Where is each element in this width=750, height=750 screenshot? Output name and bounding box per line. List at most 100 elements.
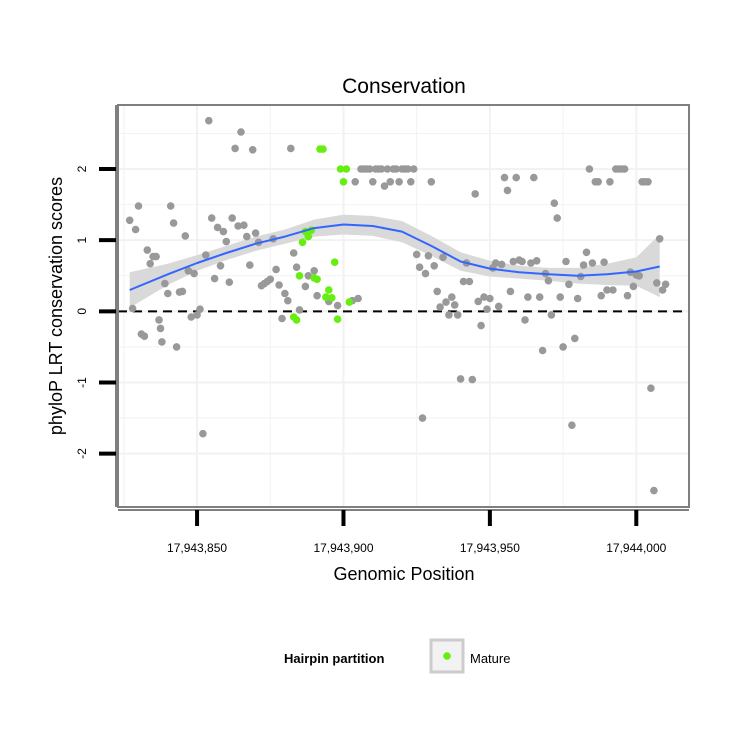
point-other-148 xyxy=(589,259,597,267)
point-other-159 xyxy=(621,165,629,173)
point-other-102 xyxy=(454,311,462,319)
plot-panel xyxy=(118,105,689,507)
point-other-42 xyxy=(246,261,254,269)
point-other-135 xyxy=(551,199,559,207)
x-axis-title: Genomic Position xyxy=(333,564,474,584)
point-other-79 xyxy=(387,178,395,186)
point-other-55 xyxy=(284,297,292,305)
point-mature-13 xyxy=(328,294,336,302)
point-other-145 xyxy=(580,261,588,269)
point-other-59 xyxy=(296,306,304,314)
point-other-117 xyxy=(498,261,506,269)
point-other-122 xyxy=(512,174,520,182)
point-other-41 xyxy=(243,233,251,241)
point-other-33 xyxy=(220,228,228,236)
point-other-68 xyxy=(354,295,362,303)
point-other-143 xyxy=(574,295,582,303)
legend-mature-dot xyxy=(443,652,451,660)
point-other-126 xyxy=(524,293,532,301)
point-other-28 xyxy=(205,117,213,125)
point-other-139 xyxy=(562,258,570,266)
point-other-30 xyxy=(211,275,219,283)
legend-title: Hairpin partition xyxy=(284,651,384,666)
point-other-120 xyxy=(507,288,515,296)
point-other-17 xyxy=(173,343,181,351)
point-other-58 xyxy=(293,263,301,271)
point-other-9 xyxy=(152,253,160,261)
point-other-16 xyxy=(170,219,178,227)
legend: Hairpin partition Mature xyxy=(284,640,510,672)
point-other-142 xyxy=(571,335,579,343)
point-other-116 xyxy=(495,303,503,311)
point-mature-14 xyxy=(331,258,339,266)
y-tick-label-4: 2 xyxy=(75,165,89,172)
point-other-146 xyxy=(583,249,591,257)
point-other-63 xyxy=(313,292,321,300)
point-other-167 xyxy=(644,178,652,186)
point-other-90 xyxy=(419,414,427,422)
point-other-7 xyxy=(146,260,154,268)
point-other-108 xyxy=(471,190,479,198)
point-other-160 xyxy=(624,292,632,300)
x-tick-label-2: 17,943,950 xyxy=(460,541,520,555)
point-other-134 xyxy=(548,311,556,319)
conservation-chart: Conservation 17,943,850 17,943,900 17,943,… xyxy=(0,0,750,750)
x-tick-label-0: 17,943,850 xyxy=(167,541,227,555)
point-other-15 xyxy=(167,202,175,210)
point-other-14 xyxy=(164,290,172,298)
y-tick-label-1: -1 xyxy=(75,377,89,388)
point-other-1 xyxy=(129,305,137,313)
point-other-147 xyxy=(586,165,594,173)
point-other-53 xyxy=(278,315,286,323)
point-other-23 xyxy=(190,270,198,278)
point-other-62 xyxy=(310,267,318,275)
point-other-60 xyxy=(302,283,310,291)
point-other-124 xyxy=(518,258,526,266)
point-other-141 xyxy=(568,421,576,429)
point-other-89 xyxy=(416,263,424,271)
point-other-98 xyxy=(442,298,450,306)
point-other-129 xyxy=(533,257,541,265)
point-other-32 xyxy=(217,262,225,270)
point-other-151 xyxy=(597,292,605,300)
point-other-73 xyxy=(369,178,377,186)
point-other-26 xyxy=(199,430,207,438)
point-other-112 xyxy=(483,305,491,313)
point-mature-12 xyxy=(325,286,333,294)
point-mature-17 xyxy=(340,178,348,186)
point-other-87 xyxy=(410,165,418,173)
point-other-155 xyxy=(609,286,617,294)
point-other-5 xyxy=(141,332,149,340)
point-other-52 xyxy=(275,281,283,289)
point-other-51 xyxy=(272,266,280,274)
point-other-49 xyxy=(267,276,275,284)
point-other-19 xyxy=(179,288,187,296)
point-other-171 xyxy=(656,235,664,243)
point-mature-1 xyxy=(293,316,301,324)
point-other-2 xyxy=(132,226,140,234)
point-other-86 xyxy=(407,178,415,186)
y-tick-label-2: 0 xyxy=(75,308,89,315)
point-other-20 xyxy=(182,232,190,240)
point-other-88 xyxy=(413,251,421,259)
point-other-37 xyxy=(231,145,239,153)
point-other-96 xyxy=(436,303,444,311)
chart-title: Conservation xyxy=(342,75,466,98)
point-other-101 xyxy=(451,301,459,309)
point-other-65 xyxy=(334,302,342,310)
point-other-128 xyxy=(530,174,538,182)
y-axis: -2-1012 xyxy=(75,105,116,507)
point-other-99 xyxy=(445,311,453,319)
point-other-138 xyxy=(559,343,567,351)
point-other-131 xyxy=(539,347,547,355)
point-other-67 xyxy=(351,178,359,186)
point-other-34 xyxy=(223,238,231,246)
point-other-93 xyxy=(428,178,436,186)
point-other-54 xyxy=(281,290,289,298)
point-other-43 xyxy=(249,146,257,154)
point-other-173 xyxy=(662,281,670,289)
point-other-169 xyxy=(650,487,658,495)
point-other-35 xyxy=(226,278,234,286)
point-other-130 xyxy=(536,293,544,301)
point-other-27 xyxy=(202,251,210,259)
